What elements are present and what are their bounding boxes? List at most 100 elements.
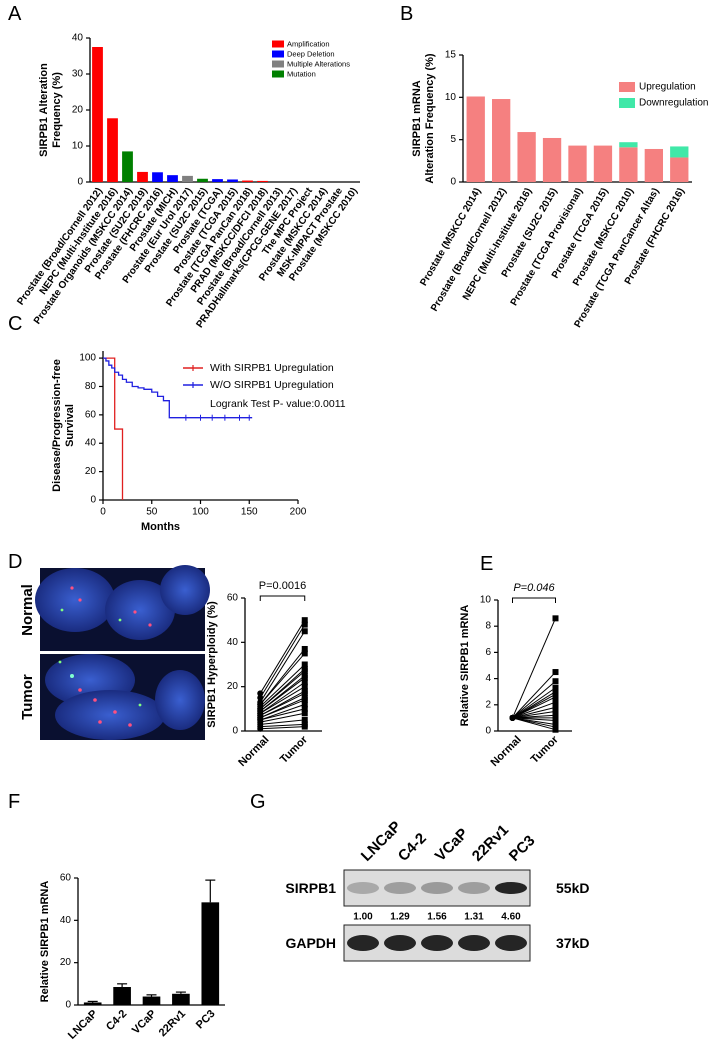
annotation: Logrank Test P- value:0.0011: [210, 398, 346, 410]
pair-line: [512, 671, 556, 719]
y-axis-label: Alteration Frequency (%): [424, 53, 436, 184]
bar-segment: [197, 178, 208, 182]
tumor-point: [301, 710, 308, 717]
legend-swatch: [272, 60, 284, 68]
y-tick-label: 15: [445, 50, 457, 61]
quantification: 1.00: [353, 912, 373, 923]
y-tick-label: 40: [85, 438, 97, 449]
blot-band: [347, 882, 379, 894]
pair-line: [260, 703, 305, 721]
lane-label: LNCaP: [358, 818, 405, 865]
legend-label: W/O SIRPB1 Upregulation: [210, 379, 334, 391]
bar-segment: [152, 172, 163, 182]
bar-segment: [92, 47, 103, 182]
y-tick-label: 60: [227, 593, 239, 604]
y-axis-label: SIRPB1 Alteration: [38, 63, 50, 157]
pair-line: [260, 692, 305, 716]
pair-line: [259, 653, 306, 705]
tumor-point: [301, 683, 308, 690]
panel-letter: E: [480, 553, 493, 575]
normal-point: [257, 725, 264, 732]
y-tick-label: 20: [60, 957, 72, 968]
tumor-point: [301, 674, 308, 681]
tumor-point: [552, 708, 559, 715]
bar: [172, 993, 190, 1005]
panel-letter: B: [400, 3, 413, 25]
x-tick-label: 200: [290, 507, 307, 518]
pair-line: [260, 723, 305, 728]
pair-line: [260, 699, 305, 719]
quantification: 1.56: [427, 912, 447, 923]
pair-line: [512, 696, 556, 719]
pair-line: [259, 670, 306, 710]
legend-swatch: [619, 82, 635, 92]
x-tick-label: Tumor: [278, 733, 311, 766]
y-tick-label: 5: [450, 134, 456, 145]
pair-line: [512, 717, 556, 731]
survival-line: [103, 357, 253, 419]
tumor-point: [301, 628, 308, 635]
pair-line: [512, 687, 556, 719]
legend-swatch: [272, 50, 284, 58]
bar-segment: [644, 148, 663, 182]
legend-label: With SIRPB1 Upregulation: [210, 362, 334, 374]
y-tick-label: 60: [60, 873, 72, 884]
p-value: P=0.0016: [259, 580, 306, 592]
bar-segment: [593, 145, 613, 182]
bar-segment: [670, 146, 689, 158]
row-label: GAPDH: [285, 935, 336, 951]
bar-segment: [619, 142, 638, 148]
x-tick-label: 150: [241, 507, 258, 518]
image-label: Tumor: [19, 674, 36, 720]
pair-line: [512, 701, 556, 719]
x-tick-label: Normal: [488, 734, 523, 769]
bar-segment: [670, 157, 689, 182]
x-tick-label: Tumor: [529, 733, 562, 766]
pair-line: [259, 677, 306, 712]
pair-line: [512, 710, 556, 719]
pair-line: [512, 706, 556, 719]
p-value: P=0.046: [513, 582, 555, 594]
y-tick-label: 20: [85, 466, 97, 477]
panel-letter: G: [250, 791, 266, 813]
blot-band: [495, 882, 527, 894]
y-tick-label: 40: [227, 637, 239, 648]
tumor-point: [552, 669, 559, 676]
blot-band: [347, 935, 379, 951]
pair-line: [260, 726, 305, 730]
y-tick-label: 10: [445, 92, 457, 103]
microscopy-image: [35, 565, 210, 740]
tumor-point: [301, 668, 308, 675]
pair-line: [259, 686, 306, 714]
tumor-point: [552, 693, 559, 700]
tumor-point: [552, 684, 559, 691]
y-axis-label: SIRPB1 mRNA: [411, 80, 423, 156]
panel-letter: A: [8, 3, 22, 25]
y-axis-label: Survival: [64, 404, 76, 447]
x-tick-label: PC3: [194, 1008, 218, 1032]
legend-label: Downregulation: [639, 98, 708, 109]
bar-segment: [492, 99, 511, 182]
y-tick-label: 40: [72, 33, 84, 44]
tumor-point: [301, 661, 308, 668]
x-tick-label: C4-2: [104, 1008, 129, 1033]
bar-segment: [257, 180, 268, 182]
significance-bracket: [512, 597, 556, 603]
pair-line: [259, 681, 306, 714]
y-tick-label: 0: [232, 726, 238, 737]
tumor-point: [301, 705, 308, 712]
bar-segment: [517, 132, 536, 182]
bar-segment: [107, 118, 118, 182]
y-tick-label: 100: [79, 353, 96, 364]
quantification: 1.29: [390, 912, 410, 923]
bar-segment: [568, 145, 587, 182]
pair-line: [259, 619, 306, 694]
quantification: 1.31: [464, 912, 484, 923]
bar-segment: [619, 147, 638, 182]
pair-line: [512, 717, 556, 722]
y-axis-label: SIRPB1 Hyperploidy (%): [206, 601, 218, 728]
bar-segment: [227, 179, 238, 182]
x-axis-label: Months: [141, 521, 180, 533]
y-tick-label: 0: [450, 177, 456, 188]
bar-segment: [137, 171, 148, 182]
